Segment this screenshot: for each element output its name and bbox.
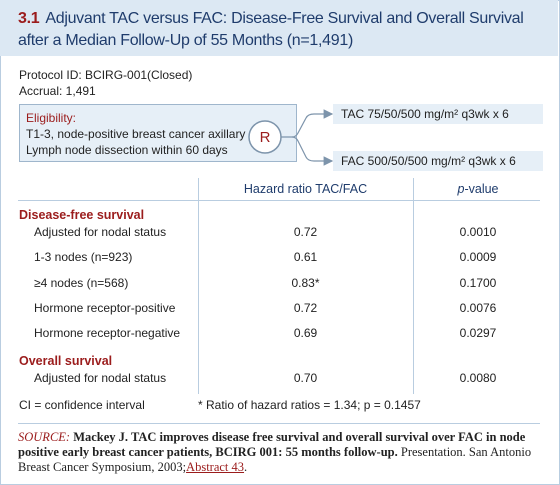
arrow (281, 109, 334, 138)
treatment-arm: FAC 500/50/500 mg/m² q3wk x 6 (333, 151, 543, 171)
column-header: p-value (413, 182, 543, 196)
section-heading: Overall survival (19, 353, 113, 368)
header-rule (18, 200, 540, 201)
section-heading: Disease-free survival (19, 208, 145, 222)
p-value: 0.0076 (459, 300, 497, 315)
row-label: ≥4 nodes (n=568) (34, 275, 129, 290)
title: Adjuvant TAC versus FAC: Disease-Free Su… (18, 10, 524, 49)
column-divider (413, 178, 414, 394)
p-value: 0.0009 (459, 250, 497, 265)
hazard-ratio: 0.72 (293, 225, 318, 239)
treatment-arm: TAC 75/50/500 mg/m² q3wk x 6 (333, 104, 543, 124)
arrow (291, 136, 334, 166)
row-label: Adjusted for nodal status (34, 225, 167, 239)
protocol-id: Protocol ID: BCIRG-001(Closed) (19, 68, 193, 82)
p-value: 0.1700 (459, 275, 497, 290)
hazard-ratio: 0.69 (293, 326, 318, 341)
randomization-label: R (260, 129, 271, 146)
hazard-ratio: 0.70 (293, 370, 318, 385)
citation-end: . (244, 460, 248, 474)
title-bar: 3.1 Adjuvant TAC versus FAC: Disease-Free… (0, 0, 558, 56)
source-label: SOURCE: (18, 430, 71, 444)
footnote: CI = confidence interval (19, 398, 145, 412)
hazard-ratio: 0.72 (293, 300, 318, 315)
footnote: * Ratio of hazard ratios = 1.34; p = 0.1… (198, 398, 421, 412)
figure-number: 3.1 (18, 10, 40, 27)
abstract-link[interactable]: Abstract 43 (186, 460, 245, 474)
eligibility-line: T1-3, node-positive breast cancer axilla… (26, 127, 246, 141)
hazard-ratio: 0.61 (293, 250, 318, 265)
randomization-diagram: R (248, 109, 334, 166)
p-value: 0.0297 (459, 326, 497, 341)
citation-details: Presentation. San Antonio Breast Cancer … (18, 445, 532, 474)
p-value: 0.0010 (459, 225, 497, 239)
eligibility-label: Eligibility: (26, 111, 77, 125)
accrual: Accrual: 1,491 (19, 84, 96, 98)
column-header-text: p-value (457, 182, 499, 196)
source-rule (18, 423, 540, 424)
row-label: Hormone receptor-positive (34, 300, 176, 315)
citation: Mackey J. TAC improves disease free surv… (18, 430, 526, 459)
source: SOURCE: Mackey J. TAC improves disease f… (18, 430, 543, 475)
row-label: Adjusted for nodal status (34, 370, 167, 385)
column-header: Hazard ratio TAC/FAC (243, 182, 368, 196)
hazard-ratio: 0.83* (291, 275, 320, 290)
row-label: Hormone receptor-negative (34, 326, 181, 341)
row-label: 1-3 nodes (n=923) (34, 250, 133, 265)
column-divider (198, 178, 199, 394)
eligibility-line: Lymph node dissection within 60 days (26, 143, 228, 157)
p-value: 0.0080 (459, 370, 497, 385)
